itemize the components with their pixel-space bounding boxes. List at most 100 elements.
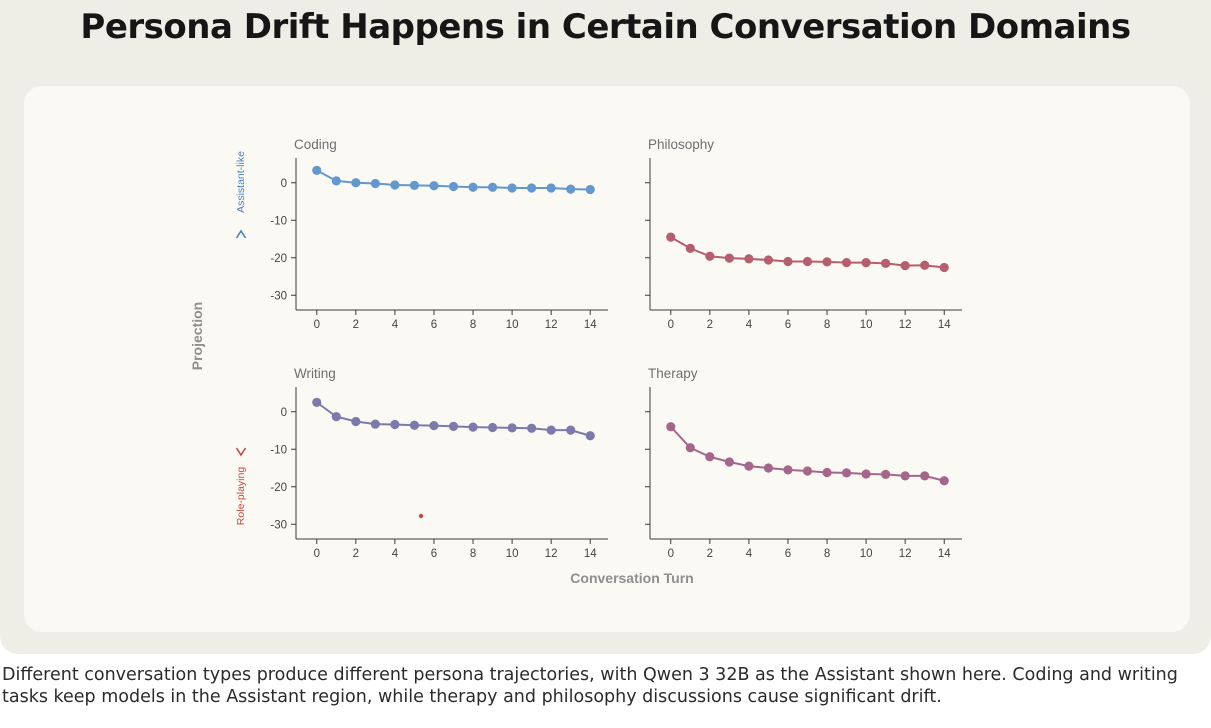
coding-data-point xyxy=(507,183,517,193)
philosophy-data-point xyxy=(900,261,910,271)
therapy-data-point xyxy=(685,443,695,453)
writing-data-point xyxy=(351,416,361,427)
coding-data-point xyxy=(429,181,439,191)
therapy-data-point xyxy=(822,467,832,478)
philosophy-xtick-label: 0 xyxy=(668,319,674,331)
writing-data-point xyxy=(468,422,478,432)
therapy-panel: Therapy 0 2 4 6 8 10 12 14 xyxy=(645,366,962,560)
philosophy-data-point xyxy=(822,257,832,267)
philosophy-data-point xyxy=(920,260,930,270)
philosophy-xtick-label: 4 xyxy=(746,319,753,331)
coding-xtick-label: 0 xyxy=(314,319,320,331)
coding-data-point xyxy=(351,178,361,188)
philosophy-xtick-label: 14 xyxy=(938,319,951,331)
coding-panel: Coding 0 -10 -20 -30 0 2 4 6 8 10 12 14 xyxy=(270,137,608,331)
writing-ytick-label: 0 xyxy=(281,407,287,419)
writing-xtick-label: 6 xyxy=(431,548,437,560)
coding-xtick-label: 2 xyxy=(353,319,359,331)
therapy-data-point xyxy=(763,463,774,473)
writing-data-point xyxy=(429,421,439,431)
philosophy-data-point xyxy=(783,256,793,267)
therapy-data-point xyxy=(802,466,813,476)
coding-data-point xyxy=(331,176,341,186)
stray-marker xyxy=(418,513,424,519)
philosophy-panel-title: Philosophy xyxy=(648,137,714,152)
writing-xtick-label: 4 xyxy=(392,548,399,560)
arrow-up-head xyxy=(235,229,247,239)
therapy-data-point xyxy=(841,468,852,478)
philosophy-data-point xyxy=(685,243,695,253)
role-playing-label: Role-playing xyxy=(235,467,247,526)
writing-xtick-label: 10 xyxy=(506,548,519,560)
therapy-xtick-label: 14 xyxy=(938,548,951,560)
coding-xtick-label: 12 xyxy=(545,319,558,331)
coding-xtick-label: 8 xyxy=(470,319,476,331)
chart-card: Projection Assistant-like Role-playing C… xyxy=(24,86,1190,632)
writing-data-point xyxy=(507,423,517,433)
coding-data-point xyxy=(448,181,459,192)
philosophy-xtick-label: 10 xyxy=(860,319,873,331)
coding-data-point xyxy=(312,165,322,175)
philosophy-xtick-label: 2 xyxy=(707,319,713,331)
writing-ytick-label: -10 xyxy=(270,444,287,456)
writing-data-point xyxy=(409,420,420,430)
philosophy-data-point xyxy=(666,232,676,242)
writing-data-point xyxy=(487,422,498,433)
writing-data-point xyxy=(331,412,341,422)
therapy-data-point xyxy=(705,452,715,462)
therapy-xtick-label: 0 xyxy=(668,548,674,560)
writing-ytick-label: -30 xyxy=(270,519,287,531)
therapy-panel-title: Therapy xyxy=(648,366,698,381)
assistant-like-label: Assistant-like xyxy=(235,151,247,213)
philosophy-panel: Philosophy 0 2 4 6 8 10 12 14 xyxy=(645,137,962,331)
writing-data-point xyxy=(527,423,537,433)
x-axis-label: Conversation Turn xyxy=(570,570,693,586)
coding-panel-title: Coding xyxy=(294,137,337,152)
coding-ytick-label: -30 xyxy=(270,290,287,302)
philosophy-xtick-label: 8 xyxy=(824,319,830,331)
philosophy-data-point xyxy=(881,258,891,268)
philosophy-data-point xyxy=(705,251,715,261)
coding-data-point xyxy=(370,178,380,189)
writing-xtick-label: 8 xyxy=(470,548,476,560)
therapy-xtick-label: 6 xyxy=(785,548,791,560)
writing-panel: Writing 0 -10 -20 -30 0 2 4 6 8 10 12 14 xyxy=(270,366,608,560)
chart: Projection Assistant-like Role-playing C… xyxy=(189,137,962,586)
therapy-data-point xyxy=(939,476,949,486)
writing-panel-title: Writing xyxy=(294,366,336,381)
therapy-data-point xyxy=(724,457,734,467)
therapy-xtick-label: 12 xyxy=(899,548,912,560)
therapy-xtick-label: 10 xyxy=(860,548,873,560)
therapy-data-point xyxy=(920,471,930,481)
writing-xtick-label: 12 xyxy=(545,548,558,560)
philosophy-xtick-label: 6 xyxy=(785,319,791,331)
coding-ytick-label: -10 xyxy=(270,215,287,227)
coding-data-point xyxy=(527,183,537,193)
therapy-data-point xyxy=(900,471,910,481)
coding-data-point xyxy=(546,183,556,193)
therapy-xtick-label: 8 xyxy=(824,548,830,560)
philosophy-data-point xyxy=(939,262,949,273)
therapy-data-point xyxy=(783,465,793,475)
therapy-data-point xyxy=(861,469,871,479)
writing-xtick-label: 0 xyxy=(314,548,320,560)
coding-xtick-label: 14 xyxy=(584,319,597,331)
coding-data-point xyxy=(409,180,420,190)
coding-ytick-label: -20 xyxy=(270,253,287,265)
therapy-xtick-label: 2 xyxy=(707,548,713,560)
coding-xtick-label: 10 xyxy=(506,319,519,331)
writing-data-point xyxy=(448,421,459,431)
writing-data-point xyxy=(566,425,576,435)
philosophy-data-point xyxy=(802,256,813,267)
coding-data-point xyxy=(487,182,498,192)
philosophy-data-point xyxy=(724,253,734,263)
therapy-data-point xyxy=(881,469,891,479)
philosophy-xtick-label: 12 xyxy=(899,319,912,331)
coding-data-point xyxy=(390,180,400,190)
therapy-data-point xyxy=(744,461,754,471)
coding-data-point xyxy=(468,182,478,192)
coding-data-point xyxy=(585,184,595,195)
coding-data-point xyxy=(566,184,576,194)
writing-xtick-label: 14 xyxy=(584,548,597,560)
coding-xtick-label: 4 xyxy=(392,319,399,331)
